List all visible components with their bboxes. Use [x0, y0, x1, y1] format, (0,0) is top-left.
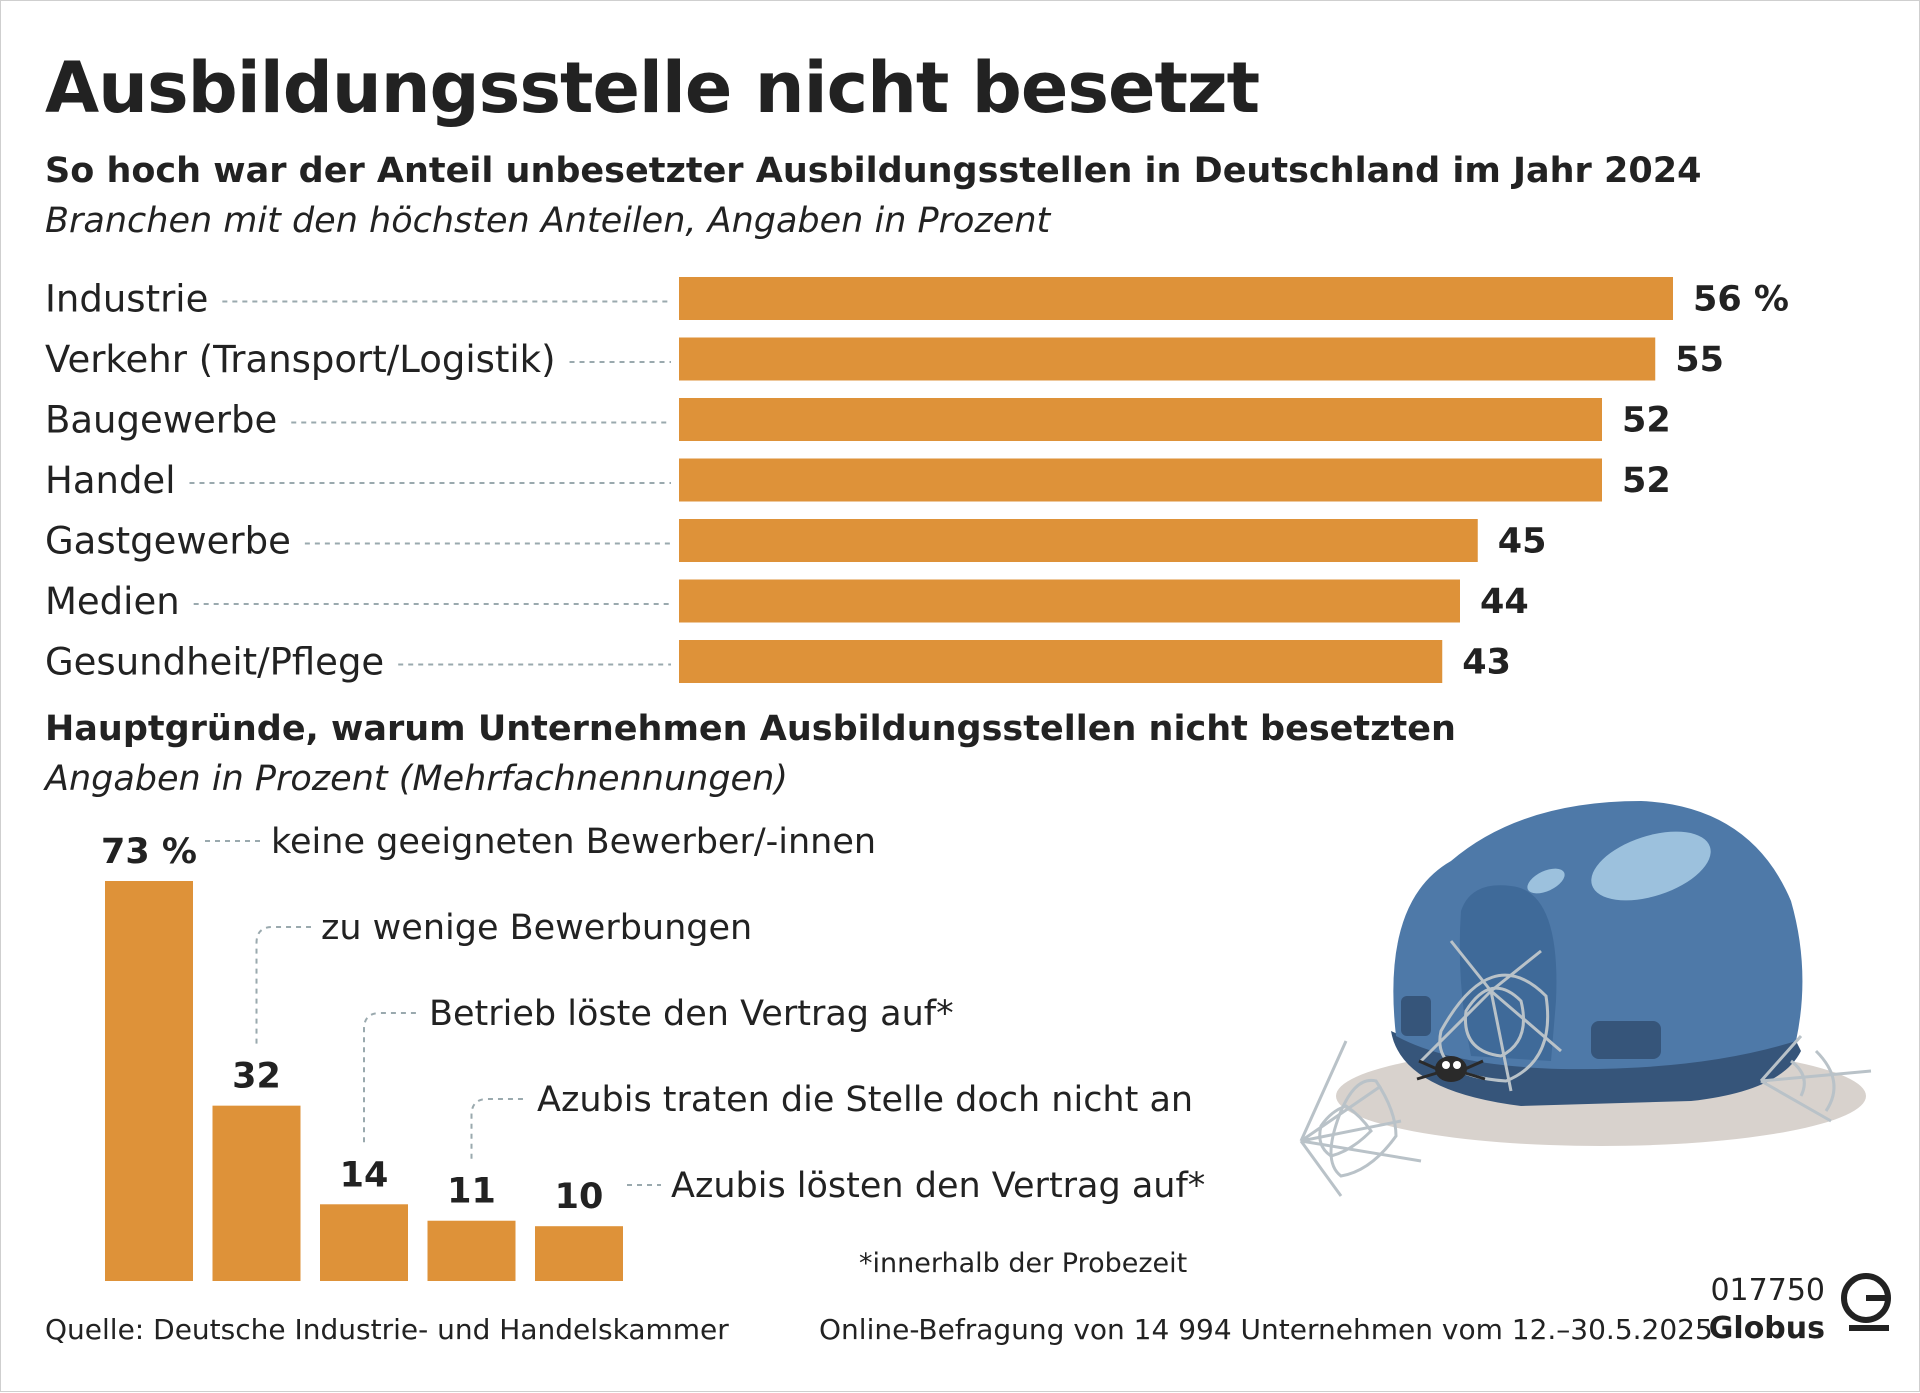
helmet-ridge — [1459, 885, 1557, 1061]
category-label: Handel — [45, 459, 175, 502]
globus-code: 017750 — [1710, 1273, 1825, 1308]
reason-label: Azubis lösten den Vertrag auf* — [671, 1166, 1205, 1206]
reason-label: Azubis traten die Stelle doch nicht an — [537, 1080, 1193, 1120]
value-label: 52 — [1622, 401, 1671, 441]
category-label: Gesundheit/Pflege — [45, 641, 384, 684]
bar — [427, 1220, 516, 1281]
helmet-highlight — [1591, 831, 1711, 901]
category-label: Medien — [45, 580, 180, 623]
value-label: 56 % — [1693, 280, 1789, 320]
bar — [320, 1204, 408, 1281]
section2-heading: Hauptgründe, warum Unternehmen Ausbildun… — [45, 709, 1456, 749]
source: Quelle: Deutsche Industrie- und Handelsk… — [45, 1313, 729, 1346]
leader-line — [363, 1012, 419, 1143]
value-label: 73 % — [101, 832, 197, 872]
section1-heading: So hoch war der Anteil unbesetzter Ausbi… — [45, 151, 1702, 191]
reason-label: keine geeigneten Bewerber/-innen — [271, 822, 876, 862]
value-label: 14 — [340, 1155, 389, 1195]
value-label: 45 — [1498, 522, 1547, 562]
section1-subheading: Branchen mit den höchsten Anteilen, Anga… — [45, 201, 1051, 241]
category-label: Industrie — [45, 278, 208, 321]
bar — [679, 640, 1443, 683]
bar — [679, 458, 1602, 502]
section2-subheading: Angaben in Prozent (Mehrfachnennungen) — [45, 759, 788, 799]
helmet-clip-left — [1401, 996, 1431, 1036]
value-label: 43 — [1462, 643, 1511, 683]
page-title: Ausbildungsstelle nicht besetzt — [45, 47, 1260, 129]
value-label: 44 — [1480, 582, 1529, 622]
bar — [679, 519, 1478, 562]
spiderweb — [1299, 940, 1872, 1197]
category-label: Gastgewerbe — [45, 520, 291, 563]
globus-logo-icon — [1841, 1273, 1891, 1331]
value-label: 11 — [447, 1172, 496, 1212]
category-label: Verkehr (Transport/Logistik) — [45, 338, 556, 381]
industry-bar-chart: Industrie 56 % Verkehr (Transport/Logistik… — [45, 277, 1789, 684]
globus-brand: Globus — [1708, 1311, 1825, 1346]
bar — [679, 579, 1460, 623]
leader-line — [255, 926, 311, 1044]
reasons-bar-chart: 73 % keine geeigneten Bewerber/-innen 32 zu… — [101, 822, 1205, 1281]
value-label: 52 — [1622, 461, 1671, 501]
bar — [679, 277, 1673, 320]
category-label: Baugewerbe — [45, 399, 277, 442]
helmet-with-spiderweb-icon — [1299, 801, 1872, 1197]
bar — [212, 1105, 301, 1281]
reason-label: zu wenige Bewerbungen — [321, 908, 752, 948]
value-label: 10 — [555, 1177, 604, 1217]
leader-line — [470, 1098, 527, 1159]
value-label: 55 — [1675, 340, 1724, 380]
bar — [105, 881, 193, 1281]
survey-info: Online-Befragung von 14 994 Unternehmen … — [819, 1313, 1713, 1346]
bar — [535, 1226, 623, 1281]
value-label: 32 — [232, 1057, 281, 1097]
bar — [679, 398, 1602, 441]
helmet-highlight-small — [1527, 868, 1565, 894]
footnote: *innerhalb der Probezeit — [859, 1248, 1188, 1279]
spider-icon — [1416, 1056, 1486, 1082]
reason-label: Betrieb löste den Vertrag auf* — [429, 994, 954, 1034]
helmet-clip-right — [1591, 1021, 1661, 1059]
bar — [679, 337, 1656, 381]
